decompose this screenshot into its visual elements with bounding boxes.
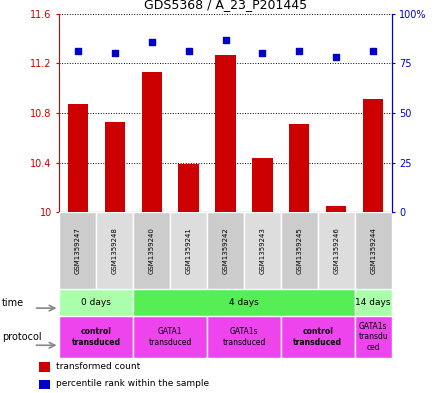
Text: GSM1359248: GSM1359248 [112, 227, 118, 274]
Bar [244, 212, 281, 289]
Bar [133, 212, 170, 289]
Text: GATA1s
transduced: GATA1s transduced [222, 327, 266, 347]
Point [333, 54, 340, 61]
Bar [142, 72, 162, 212]
Point [370, 48, 377, 55]
Bar [59, 289, 133, 316]
Bar [133, 289, 355, 316]
Text: time: time [2, 298, 24, 308]
Text: GSM1359240: GSM1359240 [149, 227, 155, 274]
Text: protocol: protocol [2, 332, 42, 342]
Bar [207, 316, 281, 358]
Text: GATA1s
transdu
ced: GATA1s transdu ced [358, 322, 388, 352]
Text: 14 days: 14 days [356, 298, 391, 307]
Bar [281, 212, 318, 289]
Point [185, 48, 192, 55]
Point [111, 50, 118, 57]
Bar [355, 212, 392, 289]
Bar [281, 316, 355, 358]
Point [148, 39, 155, 45]
Bar [39, 362, 50, 372]
Text: GSM1359245: GSM1359245 [296, 227, 302, 274]
Text: GSM1359246: GSM1359246 [333, 227, 339, 274]
Point [296, 48, 303, 55]
Text: GATA1
transduced: GATA1 transduced [148, 327, 192, 347]
Point [259, 50, 266, 57]
Text: GSM1359243: GSM1359243 [260, 227, 265, 274]
Bar [59, 316, 133, 358]
Bar [289, 124, 309, 212]
Bar [170, 212, 207, 289]
Text: GSM1359244: GSM1359244 [370, 227, 376, 274]
Text: 4 days: 4 days [229, 298, 259, 307]
Text: control
transduced: control transduced [72, 327, 121, 347]
Title: GDS5368 / A_23_P201445: GDS5368 / A_23_P201445 [144, 0, 307, 11]
Bar [363, 99, 383, 212]
Bar [326, 206, 346, 212]
Text: percentile rank within the sample: percentile rank within the sample [56, 379, 209, 388]
Text: 0 days: 0 days [81, 298, 111, 307]
Point [222, 37, 229, 43]
Bar [355, 316, 392, 358]
Bar [207, 212, 244, 289]
Text: control
transduced: control transduced [293, 327, 342, 347]
Point [74, 48, 81, 55]
Bar [96, 212, 133, 289]
Text: GSM1359242: GSM1359242 [223, 227, 228, 274]
Bar [133, 316, 207, 358]
Bar [179, 164, 199, 212]
Bar [318, 212, 355, 289]
Bar [39, 380, 50, 389]
Bar [215, 55, 236, 212]
Bar [252, 158, 272, 212]
Text: transformed count: transformed count [56, 362, 141, 371]
Text: GSM1359241: GSM1359241 [186, 227, 191, 274]
Bar [68, 104, 88, 212]
Bar [59, 212, 96, 289]
Bar [105, 122, 125, 212]
Bar [355, 289, 392, 316]
Text: GSM1359247: GSM1359247 [75, 227, 81, 274]
